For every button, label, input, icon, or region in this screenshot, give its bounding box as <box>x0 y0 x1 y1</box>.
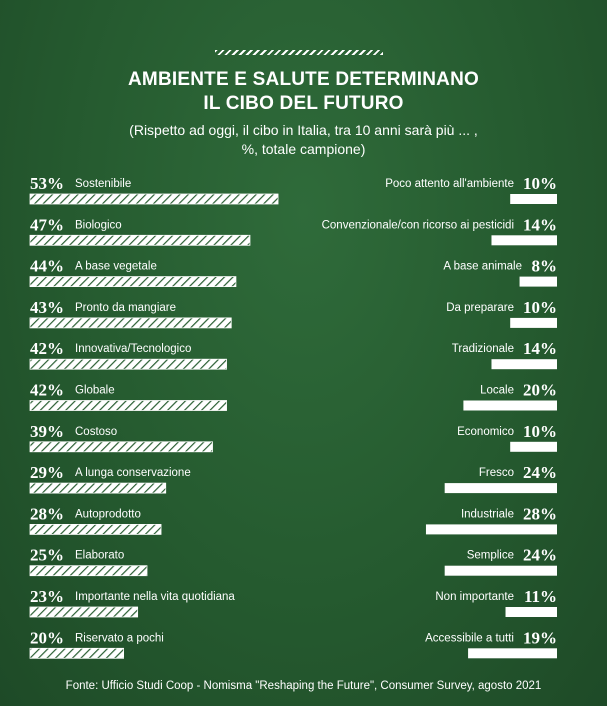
left-bar <box>29 358 227 370</box>
left-value-label: 53% <box>30 174 64 193</box>
right-bar <box>510 441 557 452</box>
right-category-label: Economico <box>457 426 514 438</box>
right-series-group: 10% Poco attento all'ambiente 14% Convenzio… <box>322 174 558 659</box>
right-category-label: Convenzionale/con ricorso ai pesticidi <box>322 219 514 231</box>
right-category-label: Semplice <box>467 550 514 562</box>
left-value-label: 42% <box>30 339 64 358</box>
left-series-group: 53% Sostenibile 47% Biologico 44% A base vege… <box>29 174 279 659</box>
right-category-label: Da preparare <box>446 302 514 314</box>
left-bar <box>29 193 279 205</box>
chart-subtitle-line-1: (Rispetto ad oggi, il cibo in Italia, tr… <box>129 122 478 138</box>
right-category-label: Fresco <box>479 467 514 479</box>
left-bar <box>29 606 139 618</box>
right-bar <box>510 317 557 328</box>
right-category-label: Poco attento all'ambiente <box>385 178 514 190</box>
left-value-label: 39% <box>30 422 64 441</box>
left-bar <box>29 400 227 411</box>
right-value-label: 24% <box>523 546 557 565</box>
right-category-label: A base animale <box>443 261 522 273</box>
right-category-label: Locale <box>480 385 514 397</box>
right-category-label: Accessibile a tutti <box>425 632 514 644</box>
right-value-label: 28% <box>523 504 557 523</box>
right-bar <box>444 483 557 494</box>
right-value-label: 14% <box>523 339 557 358</box>
left-value-label: 20% <box>30 628 64 647</box>
left-category-label: Costoso <box>75 426 117 438</box>
right-bar <box>519 276 557 287</box>
right-value-label: 10% <box>523 174 557 193</box>
right-value-label: 24% <box>523 463 557 482</box>
left-value-label: 44% <box>30 257 64 276</box>
right-bar <box>510 194 557 204</box>
right-value-label: 11% <box>524 587 557 606</box>
right-category-label: Tradizionale <box>452 343 514 355</box>
left-category-label: Globale <box>75 385 115 397</box>
chart-subtitle-line-2: %, totale campione) <box>241 141 366 157</box>
left-value-label: 42% <box>30 381 64 400</box>
left-category-label: Sostenibile <box>75 178 131 190</box>
right-bar <box>491 235 557 246</box>
source-note: Fonte: Ufficio Studi Coop - Nomisma "Res… <box>65 680 542 692</box>
left-category-label: Riservato a pochi <box>75 632 164 644</box>
right-value-label: 20% <box>523 381 557 400</box>
right-category-label: Industriale <box>461 508 514 520</box>
left-category-label: Elaborato <box>75 550 124 562</box>
right-value-label: 8% <box>532 257 558 276</box>
right-category-label: Non importante <box>435 591 514 603</box>
right-bar <box>491 359 557 370</box>
left-bar <box>29 524 162 535</box>
left-category-label: A lunga conservazione <box>75 467 191 479</box>
left-bar <box>29 234 251 246</box>
left-value-label: 43% <box>30 298 64 317</box>
chart-title-line-1: AMBIENTE E SALUTE DETERMINANO <box>128 69 479 90</box>
left-category-label: Autoprodotto <box>75 508 141 520</box>
left-bar <box>29 317 232 329</box>
right-bar <box>425 524 557 535</box>
left-value-label: 25% <box>30 546 64 565</box>
left-value-label: 47% <box>30 215 64 234</box>
left-value-label: 28% <box>30 504 64 523</box>
right-value-label: 10% <box>523 422 557 441</box>
left-bar <box>29 482 167 494</box>
left-category-label: Pronto da mangiare <box>75 302 176 314</box>
left-bar <box>29 647 124 659</box>
right-value-label: 19% <box>523 628 557 647</box>
right-bar <box>444 565 557 576</box>
right-bar <box>468 648 557 659</box>
decorative-hatched-line <box>215 50 383 55</box>
left-bar <box>29 565 148 577</box>
left-category-label: Importante nella vita quotidiana <box>75 591 235 603</box>
right-bar <box>505 607 557 617</box>
left-category-label: Biologico <box>75 219 122 231</box>
left-category-label: Innovativa/Tecnologico <box>75 343 191 355</box>
chart-title-line-2: IL CIBO DEL FUTURO <box>203 93 404 114</box>
left-value-label: 23% <box>30 587 64 606</box>
left-bar <box>29 276 237 288</box>
left-value-label: 29% <box>30 463 64 482</box>
right-value-label: 14% <box>523 215 557 234</box>
right-bar <box>463 400 557 411</box>
left-category-label: A base vegetale <box>75 261 157 273</box>
right-value-label: 10% <box>523 298 557 317</box>
left-bar <box>29 441 213 453</box>
